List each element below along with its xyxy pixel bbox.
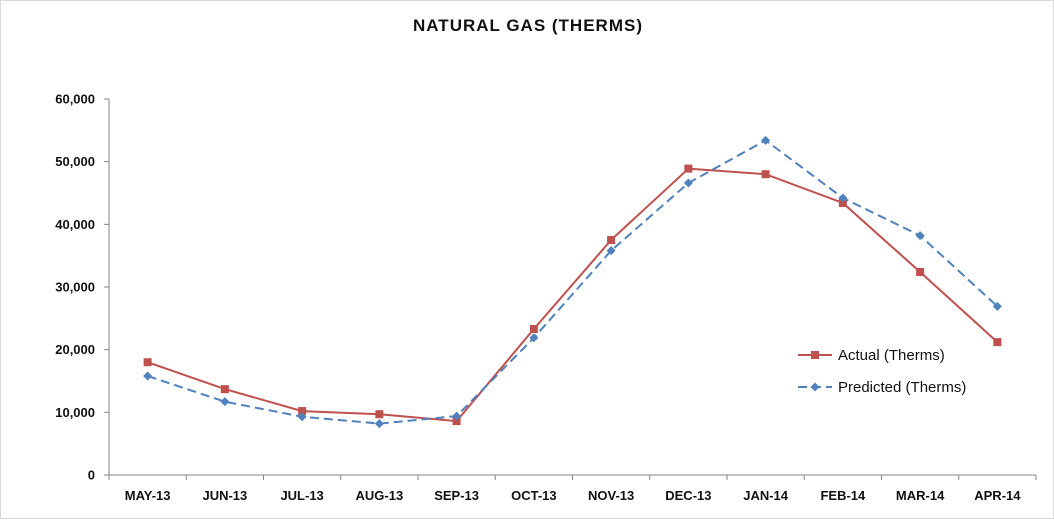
x-tick-label: NOV-13 (588, 488, 634, 503)
y-tick-label: 40,000 (55, 217, 95, 232)
data-point (915, 231, 925, 241)
data-point (143, 371, 153, 381)
data-point (992, 301, 1002, 311)
data-point (529, 324, 538, 333)
data-point (297, 412, 307, 422)
data-point (684, 164, 693, 173)
series-predicted (143, 135, 1002, 429)
data-point (607, 236, 616, 244)
data-point (529, 333, 539, 343)
data-point (838, 199, 847, 208)
series-actual (143, 164, 1002, 426)
data-point (993, 338, 1002, 347)
x-tick-label: MAR-14 (896, 488, 945, 503)
data-point (838, 193, 848, 203)
data-point (143, 358, 152, 367)
x-tick-label: DEC-13 (665, 488, 711, 503)
x-tick-label: JUL-13 (280, 488, 323, 503)
axes-layer: 0 10,000 20,000 30,000 40,000 50,000 60,000 MAY… (55, 92, 1037, 503)
y-tick-label: 50,000 (55, 154, 95, 169)
chart-title: NATURAL GAS (THERMS) (413, 16, 643, 35)
data-point (375, 410, 384, 419)
x-tick-label: JAN-14 (743, 488, 789, 503)
data-point (220, 385, 229, 394)
x-tick-label: JUN-13 (202, 488, 247, 503)
data-point (452, 417, 461, 426)
legend-label: Actual (Therms) (838, 347, 945, 364)
data-point (683, 178, 693, 188)
x-tick-label: FEB-14 (820, 488, 866, 503)
legend-marker (811, 351, 819, 359)
series-line (147, 167, 999, 423)
data-point (452, 411, 462, 421)
x-tick-label: AUG-13 (356, 488, 404, 503)
x-tick-label: SEP-13 (434, 488, 479, 503)
data-point (761, 170, 770, 179)
data-point (916, 267, 925, 276)
legend-label: Predicted (Therms) (838, 379, 966, 396)
legend-entry: Actual (Therms) (798, 347, 945, 364)
data-point (374, 419, 384, 429)
y-tick-label: 0 (88, 468, 95, 483)
series-line (147, 139, 999, 425)
x-tick-label: OCT-13 (511, 488, 557, 503)
data-point (761, 135, 771, 145)
x-tick-label: APR-14 (974, 488, 1021, 503)
y-tick-label: 60,000 (55, 92, 95, 107)
legend: Actual (Therms) Predicted (Therms) (798, 347, 966, 396)
legend-entry: Predicted (Therms) (798, 379, 966, 396)
series-layer (143, 135, 1002, 429)
data-point (298, 407, 307, 416)
data-point (606, 246, 616, 256)
y-tick-label: 20,000 (55, 342, 95, 357)
y-tick-label: 10,000 (55, 405, 95, 420)
legend-marker (810, 382, 820, 392)
data-point (220, 397, 230, 407)
y-tick-label: 30,000 (55, 280, 95, 295)
x-tick-label: MAY-13 (125, 488, 171, 503)
